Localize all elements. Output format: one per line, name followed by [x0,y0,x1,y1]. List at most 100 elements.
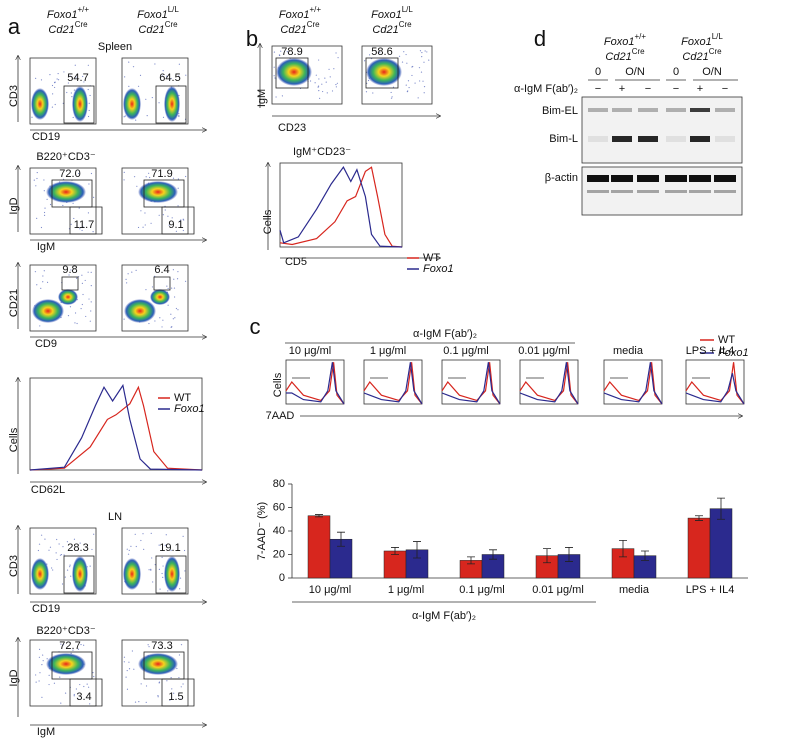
event-dot [63,71,65,73]
event-dot [31,116,33,118]
event-dot [70,92,72,94]
legend-label: Foxo1 [174,403,205,415]
bar [383,550,407,579]
event-dot [401,61,404,63]
event-dot [179,577,182,579]
condition-label: 0.01 μg/ml [518,345,570,357]
event-dot [43,179,45,181]
event-dot [40,79,43,81]
x-axis-label: CD19 [32,131,60,143]
density [31,88,49,120]
event-dot [36,217,38,219]
event-dot [314,82,316,84]
gate-value: 54.7 [67,72,88,84]
band [666,136,686,142]
gate [161,678,195,707]
event-dot [124,115,126,117]
genotype: Foxo1+/+ [47,5,89,21]
event-dot [275,96,277,98]
event-dot [66,569,69,571]
event-dot [78,207,80,209]
event-dot [140,210,142,212]
event-dot [286,51,288,53]
allele: L/L [402,5,414,14]
error-bar [641,550,649,561]
event-dot [35,77,37,80]
event-dot [133,668,135,670]
density [72,556,88,592]
event-dot [125,278,127,280]
event-dot [424,50,426,52]
event-dot [178,75,180,77]
event-dot [162,116,165,118]
event-dot [162,70,164,72]
cre: Cre [399,20,412,29]
gate-value: 73.3 [151,640,172,652]
band [690,108,710,112]
histogram-curve [286,362,345,405]
event-dot [164,209,166,211]
event-dot [52,93,54,95]
condition-label: LPS + IL4 [686,345,735,357]
event-dot [390,91,392,94]
event-dot [419,80,421,82]
event-dot [162,319,164,321]
band-label: β-actin [545,172,578,184]
event-dot [123,116,125,118]
gate [365,57,399,89]
legend-label: Foxo1 [423,263,454,275]
event-dot [420,71,423,73]
event-dot [54,103,56,106]
event-dot [161,572,163,575]
event-dot [126,688,129,690]
allele: +/+ [78,5,90,14]
x-tick-label: media [619,584,650,596]
event-dot [68,274,70,276]
gene: Foxo1 [604,36,635,48]
event-dot [140,683,142,685]
event-dot [391,96,393,98]
event-dot [55,552,57,554]
event-dot [407,80,410,82]
event-dot [83,644,85,646]
event-dot [170,677,172,679]
band [714,190,736,193]
driver: Cd21Cre [280,20,320,36]
density [46,181,86,203]
condition-label: 0.1 μg/ml [443,345,488,357]
event-dot [57,72,59,75]
event-dot [379,51,381,54]
event-dot [372,92,374,94]
event-dot [173,296,176,298]
event-dot [177,187,179,189]
event-dot [127,273,129,275]
y-tick-label: 0 [279,572,285,584]
y-axis-label: IgD [8,669,20,686]
band [587,175,609,182]
event-dot [64,692,67,694]
event-dot [81,282,83,284]
error-bar [565,547,573,562]
event-dot [322,90,324,93]
event-dot [48,674,50,677]
event-dot [172,318,174,320]
event-dot [76,225,78,227]
event-dot [175,230,178,232]
event-dot [140,539,142,542]
event-dot [75,76,77,78]
gate-value: 64.5 [159,72,180,84]
driver: Cd21Cre [682,47,722,63]
event-dot [60,553,63,556]
event-dot [174,317,176,319]
event-dot [422,80,424,82]
density [72,86,88,122]
subset-label: B220⁺CD3⁻ [36,151,96,163]
event-dot [167,590,169,592]
gate-value: 72.7 [59,640,80,652]
event-dot [182,683,184,685]
event-dot [42,660,44,662]
event-dot [87,64,89,66]
event-dot [40,287,42,289]
event-dot [69,566,71,568]
event-dot [164,544,166,546]
